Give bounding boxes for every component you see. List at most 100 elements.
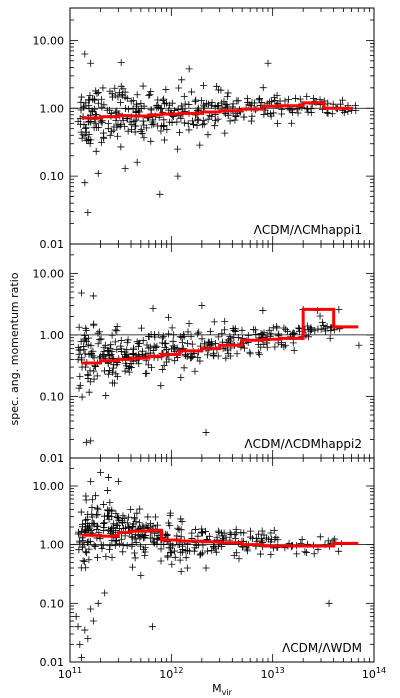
scatter-point xyxy=(164,330,172,338)
scatter-point xyxy=(250,326,258,334)
scatter-point xyxy=(294,109,302,117)
scatter-point xyxy=(264,59,272,67)
scatter-point xyxy=(136,534,144,542)
scatter-point xyxy=(121,359,129,367)
scatter-point xyxy=(223,101,231,109)
scatter-point xyxy=(240,529,248,537)
scatter-point xyxy=(291,94,299,102)
panel-1: 10.00 1.00 0.10 0.01 ΛCDM/ΛCMhappi1 xyxy=(33,7,375,251)
y-ticks xyxy=(70,243,374,459)
scatter-point xyxy=(142,370,150,378)
scatter-point xyxy=(116,540,124,548)
scatter-point xyxy=(150,342,158,350)
scatter-point xyxy=(131,122,139,130)
x-tick-label: 1012 xyxy=(159,666,183,681)
scatter-point xyxy=(270,93,278,101)
scatter-point xyxy=(93,525,101,533)
scatter-point xyxy=(267,98,275,106)
scatter-point xyxy=(221,129,229,137)
scatter-point xyxy=(223,346,231,354)
scatter-point xyxy=(123,519,131,527)
scatter-point xyxy=(160,362,168,370)
scatter-point xyxy=(227,531,235,539)
scatter-point xyxy=(137,324,145,332)
scatter-point xyxy=(103,512,111,520)
scatter-point xyxy=(123,542,131,550)
scatter-point xyxy=(163,531,171,539)
median-step-line xyxy=(81,101,353,120)
scatter-point xyxy=(77,508,85,516)
scatter-point xyxy=(133,91,141,99)
scatter-point xyxy=(85,130,93,138)
scatter-point xyxy=(107,341,115,349)
scatter-point xyxy=(298,535,306,543)
scatter-point xyxy=(296,95,304,103)
scatter-point xyxy=(84,635,92,643)
scatter-point xyxy=(128,533,136,541)
scatter-point xyxy=(84,522,92,530)
scatter-point xyxy=(273,119,281,127)
scatter-point xyxy=(88,496,96,504)
scatter-point xyxy=(154,96,162,104)
scatter-point xyxy=(188,88,196,96)
scatter-point xyxy=(240,344,248,352)
scatter-point xyxy=(154,521,162,529)
scatter-point xyxy=(267,551,275,559)
scatter-point xyxy=(307,105,315,113)
scatter-point xyxy=(234,97,242,105)
scatter-point xyxy=(200,120,208,128)
scatter-point xyxy=(146,91,154,99)
scatter-point xyxy=(98,545,106,553)
scatter-point xyxy=(121,164,129,172)
scatter-point xyxy=(111,326,119,334)
scatter-point xyxy=(78,289,86,297)
scatter-point xyxy=(112,510,120,518)
scatter-point xyxy=(89,617,97,625)
scatter-point xyxy=(128,542,136,550)
scatter-point xyxy=(184,119,192,127)
scatter-point xyxy=(162,85,170,93)
scatter-point xyxy=(132,539,140,547)
x-ticks xyxy=(69,458,370,662)
scatter-point xyxy=(77,98,85,106)
scatter-point xyxy=(174,524,182,532)
scatter-point xyxy=(121,104,129,112)
scatter-point xyxy=(254,530,262,538)
scatter-point xyxy=(131,128,139,136)
scatter-point xyxy=(131,515,139,523)
scatter-point xyxy=(226,117,234,125)
y-axis-label: spec. ang. momentum ratio xyxy=(8,272,21,425)
panel-plot-area xyxy=(70,468,374,661)
scatter-point xyxy=(91,542,99,550)
scatter-point xyxy=(87,437,95,445)
scatter-point xyxy=(273,92,281,100)
scatter-point xyxy=(137,571,145,579)
scatter-point xyxy=(180,364,188,372)
scatter-point xyxy=(94,510,102,518)
scatter-point xyxy=(212,548,220,556)
scatter-point xyxy=(194,354,202,362)
scatter-point xyxy=(113,522,121,530)
scatter-point xyxy=(128,523,136,531)
scatter-point xyxy=(188,529,196,537)
scatter-point xyxy=(246,350,254,358)
scatter-point xyxy=(246,527,254,535)
scatter-point xyxy=(76,120,84,128)
scatter-point xyxy=(335,547,343,555)
scatter-point xyxy=(147,520,155,528)
scatter-point xyxy=(81,350,89,358)
panel-frame xyxy=(69,7,375,245)
x-tick-label: 1013 xyxy=(261,666,285,681)
scatter-point xyxy=(328,110,336,118)
scatter-point xyxy=(144,513,152,521)
panel-plot-area xyxy=(70,289,374,446)
scatter-point xyxy=(159,332,167,340)
scatter-point xyxy=(125,524,133,532)
scatter-point xyxy=(113,346,121,354)
scatter-point xyxy=(75,323,83,331)
scatter-point xyxy=(352,107,360,115)
scatter-point xyxy=(204,547,212,555)
scatter-point xyxy=(168,560,176,568)
scatter-point xyxy=(355,341,363,349)
scatter-point xyxy=(135,519,143,527)
